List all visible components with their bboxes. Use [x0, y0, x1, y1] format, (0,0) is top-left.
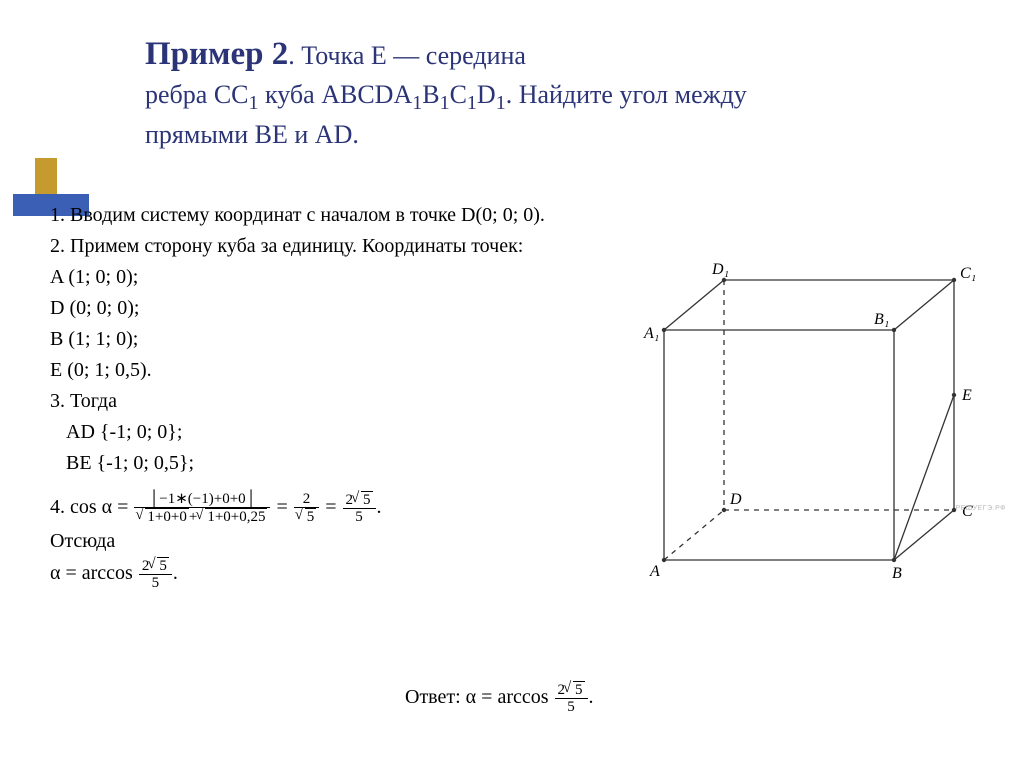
- therefore: Отсюда: [50, 526, 670, 557]
- cube-diagram: D₁ C₁ A₁ B₁ D C A B E РЕШУЕГЭ.РФ: [624, 260, 984, 620]
- fraction-2: 2 5: [294, 491, 320, 526]
- step-4-cos: 4. cos α = │−1∗(−1)+0+0│ 1+0+0+1+0+0,25 …: [50, 491, 670, 526]
- label-D1: D₁: [711, 261, 729, 278]
- fraction-3: 25 5: [343, 491, 376, 526]
- step-1: 1. Вводим систему координат с началом в …: [50, 200, 670, 231]
- label-A1: A₁: [643, 325, 659, 342]
- fraction-1: │−1∗(−1)+0+0│ 1+0+0+1+0+0,25: [134, 491, 270, 526]
- coord-A: A (1; 0; 0);: [50, 262, 670, 293]
- label-C1: C₁: [960, 265, 976, 282]
- answer-line: Ответ: α = arccos 25 5 .: [405, 681, 594, 716]
- label-B: B: [892, 565, 902, 582]
- label-D: D: [729, 491, 742, 508]
- solution-body: 1. Вводим систему координат с началом в …: [50, 200, 974, 592]
- coord-B: B (1; 1; 0);: [50, 324, 670, 355]
- label-E: E: [961, 387, 972, 404]
- watermark-text: РЕШУЕГЭ.РФ: [955, 505, 1006, 512]
- title-main: Пример 2: [145, 36, 288, 72]
- step-2: 2. Примем сторону куба за единицу. Коорд…: [50, 231, 670, 262]
- alpha-result: α = arccos 25 5 .: [50, 557, 670, 592]
- vector-BE: BE {-1; 0; 0,5};: [50, 448, 670, 479]
- coord-D: D (0; 0; 0);: [50, 293, 670, 324]
- label-A: A: [649, 563, 660, 580]
- label-B1: B₁: [874, 311, 889, 328]
- problem-title: Пример 2. Точка E — середина ребра CC1 к…: [145, 32, 974, 152]
- coord-E: E (0; 1; 0,5).: [50, 355, 670, 386]
- vector-AD: АD {-1; 0; 0};: [50, 417, 670, 448]
- step-3: 3. Тогда: [50, 386, 670, 417]
